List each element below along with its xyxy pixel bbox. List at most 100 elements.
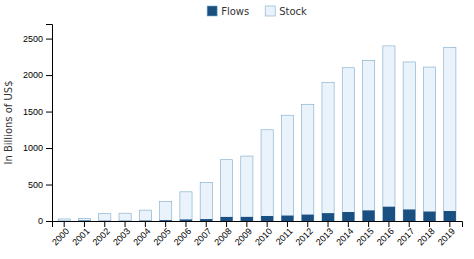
tick: 2013: [314, 221, 335, 247]
bar: [241, 217, 253, 221]
bar: [200, 219, 212, 221]
bar: [281, 115, 293, 221]
bars: [58, 46, 456, 221]
tick: 2004: [131, 221, 152, 247]
tick: 2005: [152, 221, 173, 247]
tick-label: 2500: [23, 34, 43, 44]
tick: 500: [28, 180, 52, 190]
axis-title: In Billions of US$: [3, 80, 14, 164]
axis-line: [53, 222, 463, 228]
tick-label: 2017: [395, 226, 416, 247]
tick-label: 2000: [23, 70, 43, 80]
bar: [363, 210, 375, 221]
bar: [383, 46, 395, 221]
series: [58, 46, 456, 221]
legend-item: Flows: [207, 6, 249, 17]
bar: [423, 67, 435, 221]
bar: [302, 215, 314, 221]
legend-swatch: [207, 6, 217, 16]
legend-item: Stock: [265, 6, 307, 17]
tick: 2001: [70, 221, 91, 247]
tick: 2014: [334, 221, 355, 247]
bar: [119, 220, 131, 221]
bar: [342, 68, 354, 221]
tick: 2009: [233, 221, 254, 247]
tick: 1000: [23, 143, 52, 153]
bar: [78, 218, 90, 221]
bar: [78, 220, 90, 221]
tick: 2007: [192, 221, 213, 247]
tick-label: 2000: [50, 226, 71, 247]
bar: [241, 156, 253, 221]
tick-mark: [46, 39, 52, 40]
legend: Flows Stock: [207, 6, 307, 17]
tick-label: 2009: [233, 226, 254, 247]
bar: [444, 47, 456, 221]
bar: [99, 220, 111, 221]
tick-label: 2007: [192, 226, 213, 247]
series: [58, 207, 456, 221]
legend-label: Flows: [221, 6, 249, 17]
tick: 2002: [91, 221, 112, 247]
tick: 2017: [395, 221, 416, 247]
bar: [383, 207, 395, 221]
tick: 2015: [355, 221, 376, 247]
bar: [261, 216, 273, 221]
bar: [444, 211, 456, 221]
tick-label: 2004: [131, 226, 152, 247]
bar: [58, 220, 70, 221]
tick-label: 2010: [253, 226, 274, 247]
tick-label: 2002: [91, 226, 112, 247]
tick-label: 2016: [375, 226, 396, 247]
bar: [139, 220, 151, 221]
tick-mark: [46, 75, 52, 76]
bar: [180, 192, 192, 221]
tick-mark: [46, 185, 52, 186]
tick-label: 2006: [172, 226, 193, 247]
bar: [363, 60, 375, 221]
tick-label: 500: [28, 180, 43, 190]
bar: [220, 160, 232, 221]
tick: 2012: [294, 221, 315, 247]
tick: 2016: [375, 221, 396, 247]
tick-label: 1500: [23, 107, 43, 117]
tick-label: 2011: [274, 226, 295, 247]
bar: [99, 214, 111, 221]
tick-mark: [46, 112, 52, 113]
bar: [423, 212, 435, 221]
tick-label: 2008: [212, 226, 233, 247]
tick-label: 2018: [415, 226, 436, 247]
bar: [58, 219, 70, 221]
legend-label: Stock: [279, 6, 307, 17]
y-axis: 0 500 1000 1500 2000 2500: [23, 25, 53, 227]
tick-label: 0: [38, 216, 43, 226]
tick: 2018: [415, 221, 436, 247]
tick: 0: [38, 216, 52, 226]
bar: [302, 104, 314, 221]
bar: [119, 213, 131, 221]
tick-label: 2019: [436, 226, 457, 247]
bar: [160, 220, 172, 221]
tick: 2008: [212, 221, 233, 247]
tick: 2000: [50, 221, 71, 247]
tick: 1500: [23, 107, 52, 117]
tick: 2500: [23, 34, 52, 44]
tick: 2000: [23, 70, 52, 80]
axis-line: [46, 25, 53, 222]
tick-mark: [46, 221, 52, 222]
tick-label: 2012: [294, 226, 315, 247]
tick: 2003: [111, 221, 132, 247]
tick-label: 2015: [355, 226, 376, 247]
legend-swatch: [265, 6, 275, 16]
bar: [403, 209, 415, 221]
tick: 2010: [253, 221, 274, 247]
x-axis: 2000200120022003200420052006200720082009…: [50, 221, 462, 247]
bar: [322, 213, 334, 221]
tick-label: 2005: [152, 226, 173, 247]
tick: 2006: [172, 221, 193, 247]
bar: [200, 182, 212, 221]
tick-mark: [46, 148, 52, 149]
tick-label: 2014: [334, 226, 355, 247]
bar: [160, 201, 172, 221]
tick-label: 2001: [70, 226, 91, 247]
